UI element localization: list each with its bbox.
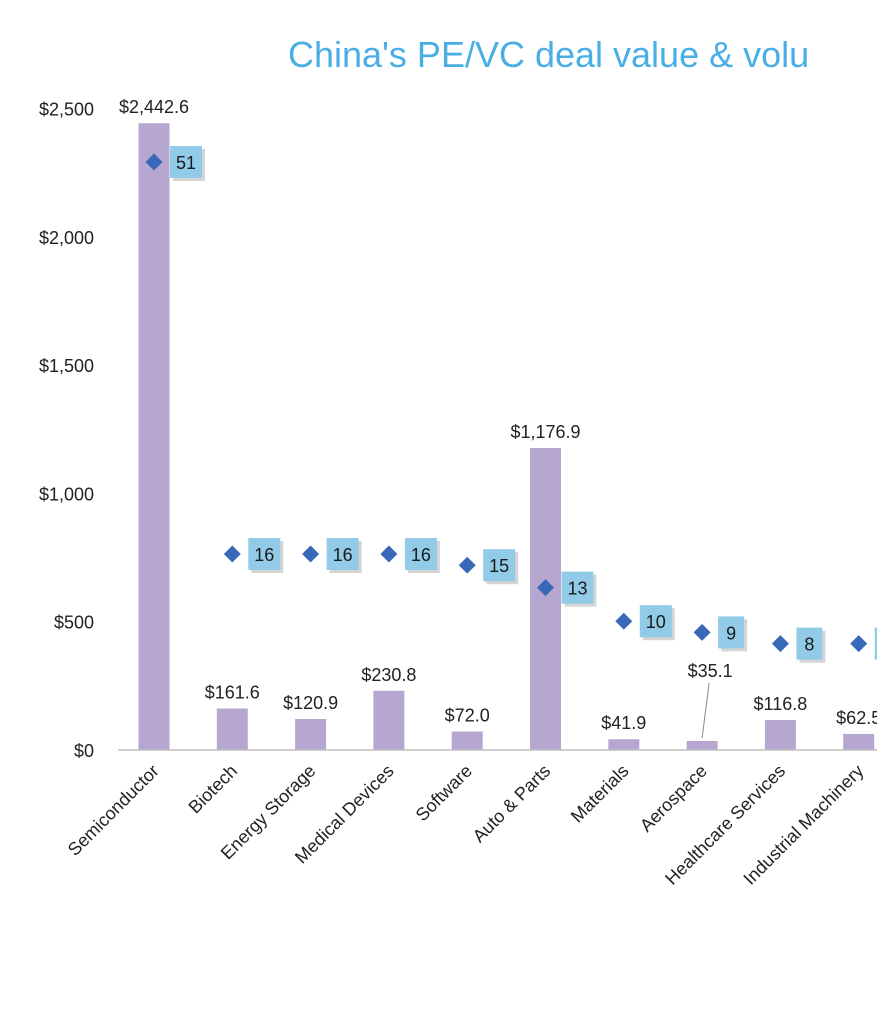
- bar: [843, 733, 875, 750]
- chart-title: China's PE/VC deal value & volu: [288, 34, 809, 75]
- count-marker: [850, 635, 868, 653]
- count-label: 13: [567, 579, 587, 599]
- bar: [451, 731, 483, 750]
- count-marker: [223, 545, 241, 563]
- x-tick-label: Biotech: [185, 761, 242, 818]
- bar-value-label: $1,176.9: [510, 422, 580, 442]
- bar: [608, 739, 640, 750]
- bar: [686, 740, 718, 750]
- x-tick-label: Materials: [567, 761, 633, 827]
- count-label: 10: [646, 612, 666, 632]
- bar: [764, 720, 796, 750]
- count-label-box: [170, 146, 202, 178]
- bar: [138, 123, 170, 751]
- count-label-box: [248, 538, 281, 570]
- count-label-box: [561, 571, 594, 604]
- bar-value-label: $116.8: [754, 694, 808, 714]
- y-tick-label: $2,000: [39, 228, 94, 248]
- bar-value-label: $120.9: [283, 693, 338, 713]
- bar-value-label: $161.6: [205, 683, 260, 703]
- bar: [295, 718, 327, 750]
- x-tick-label: Semiconductor: [64, 761, 163, 860]
- count-label-box: [639, 605, 672, 638]
- y-tick-label: $2,500: [39, 100, 94, 120]
- bar-value-label: $2,442.6: [119, 97, 189, 117]
- y-tick-label: $500: [54, 613, 94, 633]
- count-label: 16: [333, 545, 353, 565]
- count-label-box: [718, 616, 745, 649]
- y-axis: $0 $500 $1,000 $1,500 $2,000 $2,500: [39, 100, 94, 762]
- bar-value-labels: $2,442.6 $161.6 $120.9 $230.8 $72.0 $1,176.9 $…: [119, 97, 877, 739]
- y-tick-label: $1,500: [39, 356, 94, 376]
- bar-value-label: $72.0: [445, 706, 490, 726]
- y-tick-label: $1,000: [39, 484, 94, 504]
- count-label: 8: [804, 635, 814, 655]
- bar-series: [138, 123, 875, 751]
- count-marker: [771, 635, 789, 653]
- x-tick-label: Aerospace: [636, 761, 711, 836]
- bar: [216, 708, 248, 750]
- count-marker: [380, 545, 398, 563]
- count-label-box: [483, 549, 516, 582]
- count-marker: [537, 579, 554, 597]
- y-tick-label: $0: [74, 741, 94, 761]
- x-tick-label: Auto & Parts: [469, 761, 555, 847]
- count-marker: [458, 556, 476, 574]
- bar-value-label: $41.9: [601, 713, 646, 733]
- bar: [530, 448, 561, 750]
- count-marker: [302, 545, 320, 563]
- x-tick-label: Software: [412, 761, 476, 825]
- bar-value-label: $230.8: [361, 665, 416, 685]
- count-marker: [693, 623, 711, 641]
- leader-line: [701, 682, 710, 739]
- count-label-box: [874, 627, 877, 660]
- count-marker: [145, 153, 163, 171]
- bar: [373, 690, 405, 750]
- count-marker: [615, 612, 633, 630]
- count-label: 16: [254, 545, 274, 565]
- count-series: 51 16 16 16 15 13 10 9 8: [145, 146, 877, 663]
- count-label: 16: [411, 545, 431, 565]
- count-label-box: [326, 538, 359, 570]
- count-label-box: [796, 627, 823, 660]
- count-label: 9: [726, 623, 736, 643]
- bar-value-label: $62.5: [836, 708, 877, 728]
- count-label-box: [404, 538, 437, 570]
- count-label: 51: [176, 153, 196, 173]
- count-label: 15: [489, 556, 509, 576]
- bar-value-label: $35.1: [688, 661, 733, 681]
